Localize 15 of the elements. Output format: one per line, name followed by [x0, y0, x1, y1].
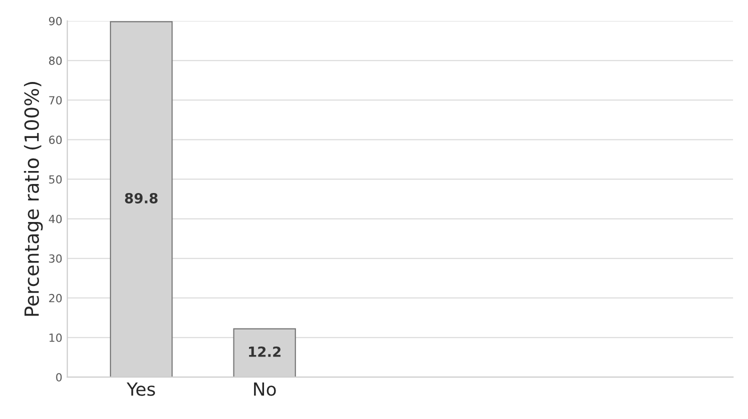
data-label: 12.2: [249, 346, 280, 357]
y-tick-label: 10: [50, 334, 62, 342]
y-tick-label: 90: [49, 16, 62, 26]
y-tick-label: 70: [49, 96, 62, 104]
y-tick-label: 80: [49, 56, 62, 65]
y-tick-label: 30: [49, 254, 62, 263]
x-tick-label: Yes: [126, 382, 155, 396]
y-tick-label: 60: [49, 136, 62, 144]
x-tick-label: No: [254, 382, 276, 396]
y-tick-label: 0: [56, 373, 62, 382]
y-axis-title: Percentage ratio (100%): [24, 82, 43, 316]
data-label: 89.8: [125, 192, 158, 204]
y-tick-label: 50: [49, 175, 62, 184]
y-tick-label: 20: [49, 294, 62, 302]
y-tick-label: 40: [48, 214, 62, 224]
